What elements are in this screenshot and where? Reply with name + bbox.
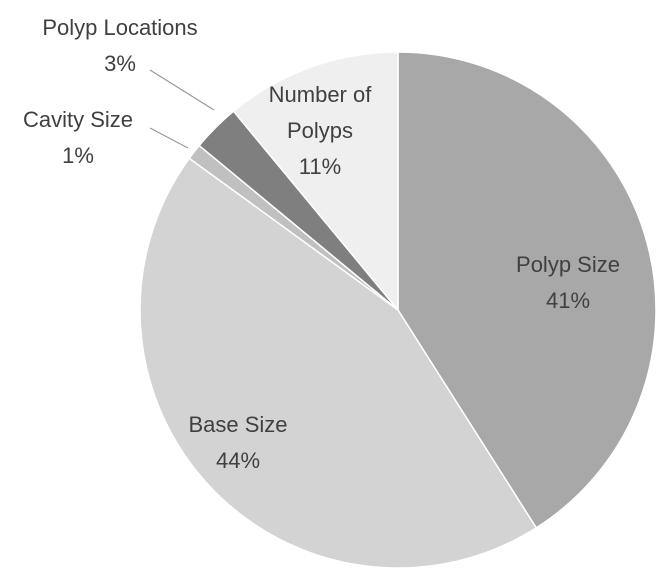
pie-slice: [397, 51, 657, 529]
slice-label: Cavity Size 1%: [0, 102, 158, 174]
slice-name: Base Size: [188, 412, 288, 437]
pie-slice: [139, 157, 538, 569]
slice-value: 1%: [62, 143, 94, 168]
slice-value: 3%: [104, 51, 136, 76]
slice-name: Cavity Size: [22, 107, 134, 132]
slice-value: 11%: [298, 154, 342, 179]
slice-name: Number of Polyps: [268, 82, 372, 143]
slice-label: Number of Polyps 11%: [245, 77, 395, 185]
leader-line: [149, 127, 189, 149]
slice-label: Polyp Size 41%: [483, 247, 653, 319]
slice-value: 44%: [215, 448, 261, 473]
slice-label: Base Size 44%: [153, 407, 323, 479]
slice-label: Polyp Locations 3%: [10, 10, 230, 82]
slice-value: 41%: [545, 288, 591, 313]
slice-name: Polyp Size: [516, 252, 620, 277]
leader-line: [149, 69, 215, 111]
slice-name: Polyp Locations: [42, 15, 198, 40]
pie-slice: [232, 51, 399, 313]
